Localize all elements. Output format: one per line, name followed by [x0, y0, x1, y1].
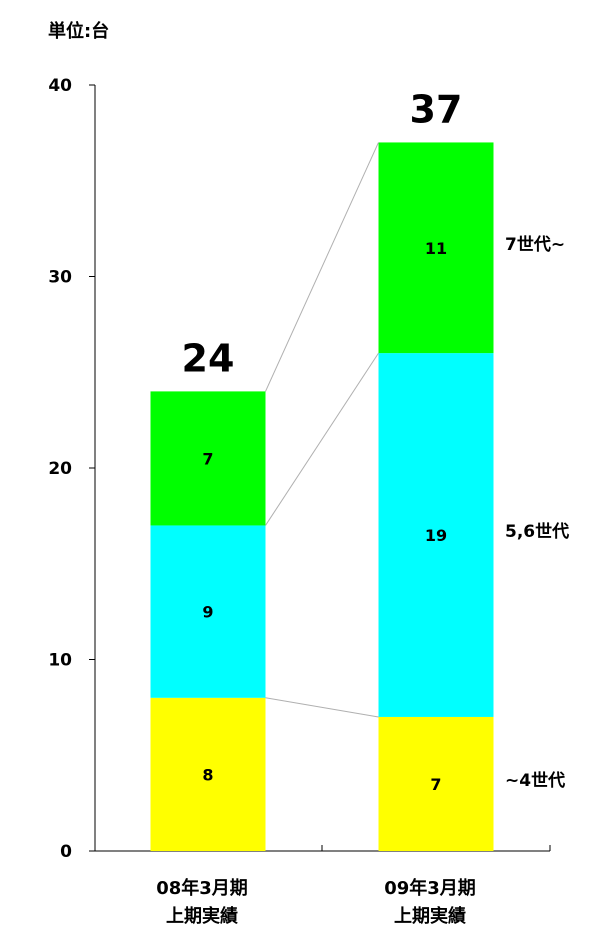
- legend-label: 5,6世代: [505, 521, 569, 542]
- bar-segment: [378, 142, 494, 354]
- y-tick-label: 20: [48, 459, 72, 479]
- y-tick-label: 30: [48, 268, 72, 288]
- legend-label: 7世代~: [505, 234, 565, 255]
- series-connector-line: [265, 352, 379, 526]
- bar-segment: [378, 716, 494, 851]
- bar-segment: [150, 697, 266, 851]
- series-connector-line: [265, 697, 379, 718]
- y-tick-label: 40: [48, 76, 72, 96]
- data-label: 8: [202, 765, 213, 784]
- series-connector-line: [265, 142, 379, 392]
- total-label: 24: [182, 336, 235, 380]
- total-label: 37: [410, 87, 463, 131]
- y-tick-label: 10: [48, 651, 72, 671]
- data-label: 9: [202, 603, 213, 622]
- unit-label: 単位:台: [48, 21, 110, 42]
- bar-segment: [378, 353, 494, 717]
- data-label: 7: [202, 449, 213, 468]
- x-category-label: 09年3月期: [384, 877, 476, 899]
- data-label: 7: [430, 775, 441, 794]
- x-category-label: 上期実績: [166, 905, 238, 927]
- data-label: 19: [425, 526, 447, 545]
- bar-segment: [150, 525, 266, 698]
- x-category-label: 上期実績: [394, 905, 466, 927]
- data-label: 11: [425, 239, 447, 258]
- legend-label: ~4世代: [505, 770, 565, 791]
- bar-segment: [150, 391, 266, 526]
- y-tick-label: 0: [60, 842, 72, 862]
- x-category-label: 08年3月期: [156, 877, 248, 899]
